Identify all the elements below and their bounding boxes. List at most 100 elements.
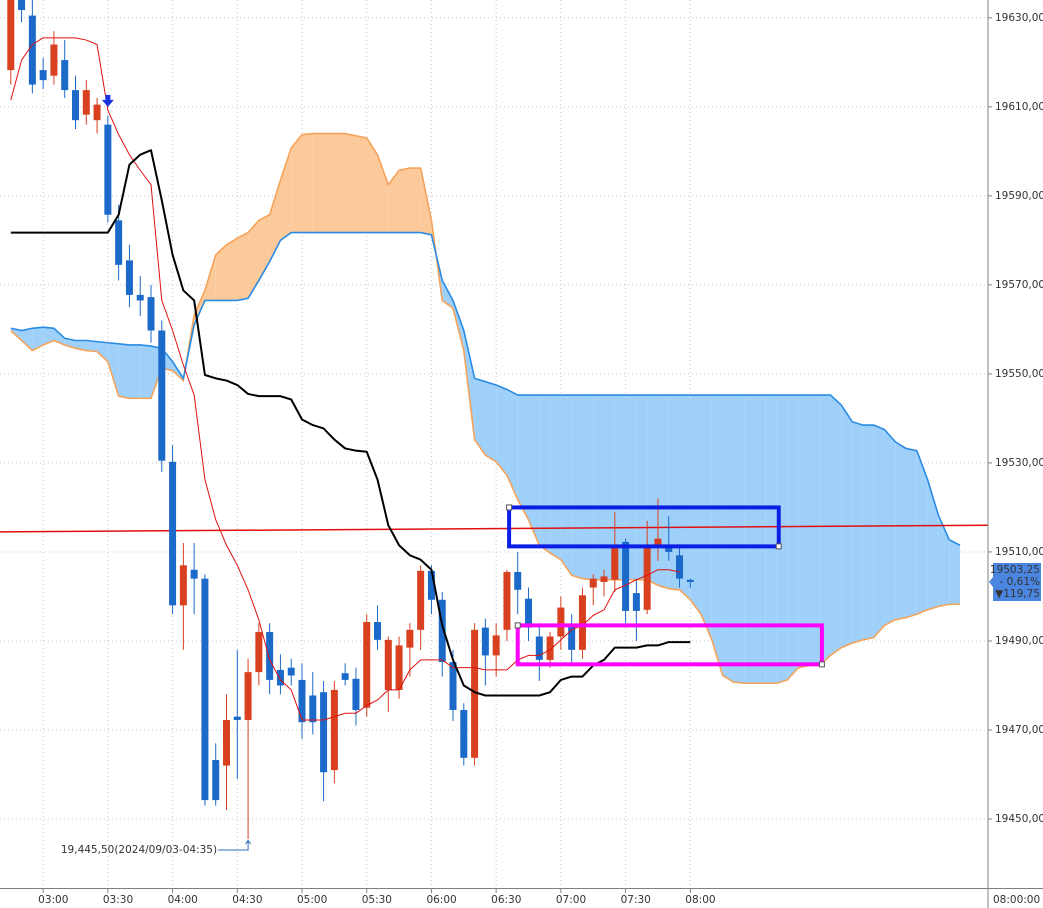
candle-body [352, 678, 360, 710]
cloud-fill [776, 395, 788, 684]
cloud-fill [701, 395, 712, 640]
box-handle [818, 661, 825, 668]
cloud-fill [550, 395, 561, 560]
box-handle [775, 543, 782, 550]
cloud-fill [334, 133, 346, 233]
x-tick-label: 08:00 [685, 894, 715, 906]
cloud-fill [798, 395, 809, 668]
cloud-fill [852, 421, 863, 644]
cloud-fill [722, 395, 734, 683]
candle-body [276, 669, 284, 686]
y-tick-label: 19590,00 [995, 190, 1043, 202]
candle-body [622, 541, 630, 611]
x-tick-label: 04:30 [232, 894, 262, 906]
cloud-fill [949, 539, 960, 605]
candle-body [136, 294, 144, 301]
cloud-fill [539, 395, 551, 554]
indicator-line [10, 149, 691, 697]
cloud-fill [75, 340, 87, 351]
cloud-fill [474, 378, 486, 456]
cloud-fill [668, 395, 680, 590]
candle-body [406, 629, 414, 648]
cloud-fill [517, 395, 529, 520]
candle-body [535, 636, 543, 660]
candle-body [686, 579, 694, 582]
cloud-fill [636, 395, 648, 580]
x-tick-label: 03:00 [38, 894, 68, 906]
x-tick-label: 07:30 [621, 894, 651, 906]
candle-body [82, 90, 90, 115]
x-tick-label: 05:00 [297, 894, 327, 906]
candle-body [298, 679, 306, 723]
cloud-fill [140, 344, 152, 399]
y-tick-label: 19450,00 [995, 813, 1043, 825]
cloud-fill [388, 170, 400, 233]
plot-area [0, 0, 988, 840]
candle-body [374, 622, 382, 640]
cloud-fill [690, 395, 702, 615]
cloud-fill [657, 395, 669, 589]
y-tick-label: 19610,00 [995, 101, 1043, 113]
candle-body [557, 607, 565, 637]
candle-body [50, 44, 58, 76]
cloud-fill [21, 328, 33, 351]
candle-body [676, 555, 684, 579]
cloud-fill [625, 395, 637, 580]
cloud-fill [86, 340, 98, 352]
candle-body [503, 571, 511, 630]
cloud-fill [895, 441, 907, 620]
cloud-fill [604, 395, 615, 580]
cloud-fill [442, 280, 454, 309]
candle-body [481, 627, 489, 656]
box-handle [514, 622, 521, 629]
candle-body [169, 461, 177, 606]
cloud-fill [118, 343, 130, 399]
candle-body [93, 104, 101, 121]
cloud-fill [711, 395, 723, 676]
x-tick-label: 06:30 [491, 894, 521, 906]
cloud-fill [787, 395, 799, 680]
x-tick-label: 04:00 [168, 894, 198, 906]
candle-body [72, 90, 80, 121]
candle-body [384, 639, 392, 690]
y-tick-label: 19570,00 [995, 279, 1043, 291]
cloud-fill [399, 168, 410, 233]
candle-body [266, 632, 274, 680]
candle-body [244, 672, 252, 720]
candle-body [190, 569, 198, 579]
y-tick-label: 19470,00 [995, 724, 1043, 736]
candle-body [632, 593, 640, 611]
cloud-fill [830, 395, 842, 656]
x-tick-label: 07:00 [556, 894, 586, 906]
cloud-fill [927, 479, 939, 610]
candle-body [427, 570, 435, 600]
cloud-fill [409, 168, 421, 233]
price-change: - 0,61% [1000, 576, 1041, 588]
cloud-fill [32, 327, 44, 351]
cloud-fill [614, 395, 626, 580]
candle-body [125, 260, 133, 295]
candle-body [61, 60, 69, 91]
cloud-line [10, 231, 961, 546]
price-diff: ▼119,75 [995, 588, 1040, 600]
cloud-fill [733, 395, 745, 684]
candle-body [611, 545, 619, 580]
cloud-fill [485, 381, 497, 462]
candle-body [492, 635, 500, 656]
y-tick-label: 19490,00 [995, 635, 1043, 647]
cloud-fill [323, 133, 335, 233]
cloud-fill [377, 154, 389, 233]
cloud-fill [226, 238, 238, 301]
y-tick-label: 19510,00 [995, 546, 1043, 558]
cloud-fill [593, 395, 605, 580]
cloud-fill [571, 395, 583, 579]
cloud-fill [43, 327, 54, 345]
cloud-fill [560, 395, 572, 576]
candle-body [568, 624, 576, 650]
candle-body [341, 673, 349, 680]
candle-body [223, 719, 231, 766]
cloud-fill [916, 450, 928, 615]
candle-body [147, 297, 155, 331]
candle-body [233, 716, 241, 720]
